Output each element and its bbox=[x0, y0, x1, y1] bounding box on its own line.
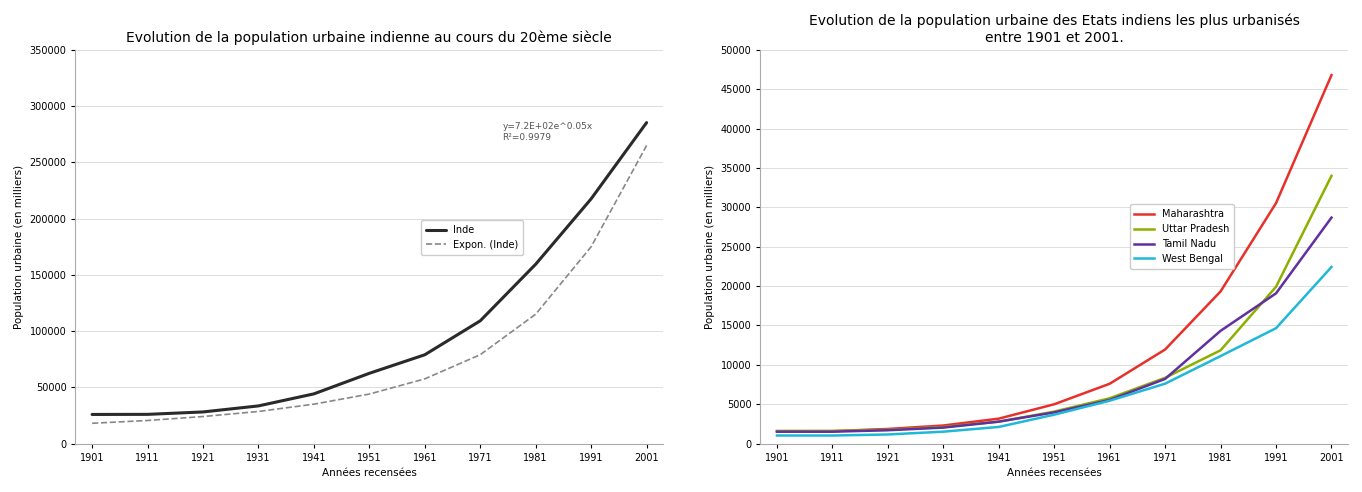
Uttar Pradesh bbox=[1212, 347, 1229, 353]
Title: Evolution de la population urbaine des Etats indiens les plus urbanisés
entre 19: Evolution de la population urbaine des E… bbox=[809, 14, 1299, 45]
Inde bbox=[417, 352, 433, 358]
Expon. (Inde) bbox=[139, 418, 155, 424]
Text: y=7.2E+02e^0.05x
R²=0.9979: y=7.2E+02e^0.05x R²=0.9979 bbox=[503, 123, 592, 142]
Maharashtra bbox=[1102, 381, 1118, 387]
Tamil Nadu bbox=[1102, 397, 1118, 403]
Tamil Nadu bbox=[936, 425, 952, 430]
Inde bbox=[305, 391, 321, 397]
West Bengal bbox=[1102, 398, 1118, 403]
Inde bbox=[251, 403, 267, 409]
Uttar Pradesh bbox=[936, 424, 952, 430]
West Bengal bbox=[1046, 412, 1062, 418]
Line: Expon. (Inde): Expon. (Inde) bbox=[93, 146, 647, 423]
Tamil Nadu bbox=[824, 429, 840, 434]
West Bengal bbox=[880, 431, 896, 437]
Maharashtra bbox=[768, 428, 785, 434]
Y-axis label: Population urbaine (en milliers): Population urbaine (en milliers) bbox=[14, 165, 25, 329]
Line: Maharashtra: Maharashtra bbox=[776, 75, 1332, 431]
West Bengal bbox=[824, 432, 840, 438]
West Bengal bbox=[768, 432, 785, 438]
Uttar Pradesh bbox=[1046, 409, 1062, 415]
X-axis label: Années recensées: Années recensées bbox=[1007, 468, 1102, 478]
Maharashtra bbox=[1324, 72, 1340, 78]
West Bengal bbox=[1324, 264, 1340, 270]
West Bengal bbox=[1156, 381, 1173, 387]
Line: West Bengal: West Bengal bbox=[776, 267, 1332, 435]
Inde bbox=[639, 120, 655, 125]
Expon. (Inde) bbox=[84, 420, 101, 426]
Inde bbox=[473, 318, 489, 324]
Tamil Nadu bbox=[1324, 215, 1340, 220]
Uttar Pradesh bbox=[1268, 284, 1284, 290]
Uttar Pradesh bbox=[1324, 173, 1340, 179]
Uttar Pradesh bbox=[880, 427, 896, 433]
Inde bbox=[361, 370, 377, 376]
Inde bbox=[527, 261, 543, 267]
Inde bbox=[583, 196, 599, 202]
Uttar Pradesh bbox=[990, 419, 1007, 425]
Uttar Pradesh bbox=[1156, 375, 1173, 381]
Maharashtra bbox=[1268, 200, 1284, 206]
Maharashtra bbox=[824, 428, 840, 434]
Expon. (Inde) bbox=[251, 408, 267, 414]
Tamil Nadu bbox=[1046, 409, 1062, 415]
Tamil Nadu bbox=[880, 427, 896, 433]
Line: Uttar Pradesh: Uttar Pradesh bbox=[776, 176, 1332, 431]
West Bengal bbox=[1212, 353, 1229, 359]
Uttar Pradesh bbox=[768, 428, 785, 434]
Uttar Pradesh bbox=[824, 428, 840, 434]
Tamil Nadu bbox=[990, 419, 1007, 425]
Line: Inde: Inde bbox=[93, 123, 647, 414]
Tamil Nadu bbox=[1156, 376, 1173, 382]
Expon. (Inde) bbox=[527, 311, 543, 317]
Tamil Nadu bbox=[1268, 290, 1284, 296]
West Bengal bbox=[1268, 325, 1284, 331]
Expon. (Inde) bbox=[417, 376, 433, 382]
Maharashtra bbox=[880, 426, 896, 432]
Maharashtra bbox=[990, 416, 1007, 422]
Expon. (Inde) bbox=[639, 143, 655, 149]
Tamil Nadu bbox=[768, 429, 785, 434]
Expon. (Inde) bbox=[195, 414, 211, 420]
Expon. (Inde) bbox=[473, 352, 489, 358]
Maharashtra bbox=[1212, 288, 1229, 294]
Tamil Nadu bbox=[1212, 328, 1229, 334]
Expon. (Inde) bbox=[361, 391, 377, 397]
Uttar Pradesh bbox=[1102, 395, 1118, 401]
Inde bbox=[195, 409, 211, 415]
Legend: Maharashtra, Uttar Pradesh, Tamil Nadu, West Bengal: Maharashtra, Uttar Pradesh, Tamil Nadu, … bbox=[1129, 204, 1234, 269]
Maharashtra bbox=[1046, 401, 1062, 407]
Inde bbox=[139, 411, 155, 417]
Maharashtra bbox=[936, 423, 952, 429]
West Bengal bbox=[990, 424, 1007, 430]
Expon. (Inde) bbox=[305, 401, 321, 407]
Expon. (Inde) bbox=[583, 244, 599, 249]
Legend: Inde, Expon. (Inde): Inde, Expon. (Inde) bbox=[421, 220, 523, 255]
Title: Evolution de la population urbaine indienne au cours du 20ème siècle: Evolution de la population urbaine indie… bbox=[127, 30, 613, 45]
X-axis label: Années recensées: Années recensées bbox=[321, 468, 417, 478]
Line: Tamil Nadu: Tamil Nadu bbox=[776, 217, 1332, 431]
Inde bbox=[84, 411, 101, 417]
West Bengal bbox=[936, 429, 952, 434]
Y-axis label: Population urbaine (en milliers): Population urbaine (en milliers) bbox=[706, 165, 715, 329]
Maharashtra bbox=[1156, 346, 1173, 352]
